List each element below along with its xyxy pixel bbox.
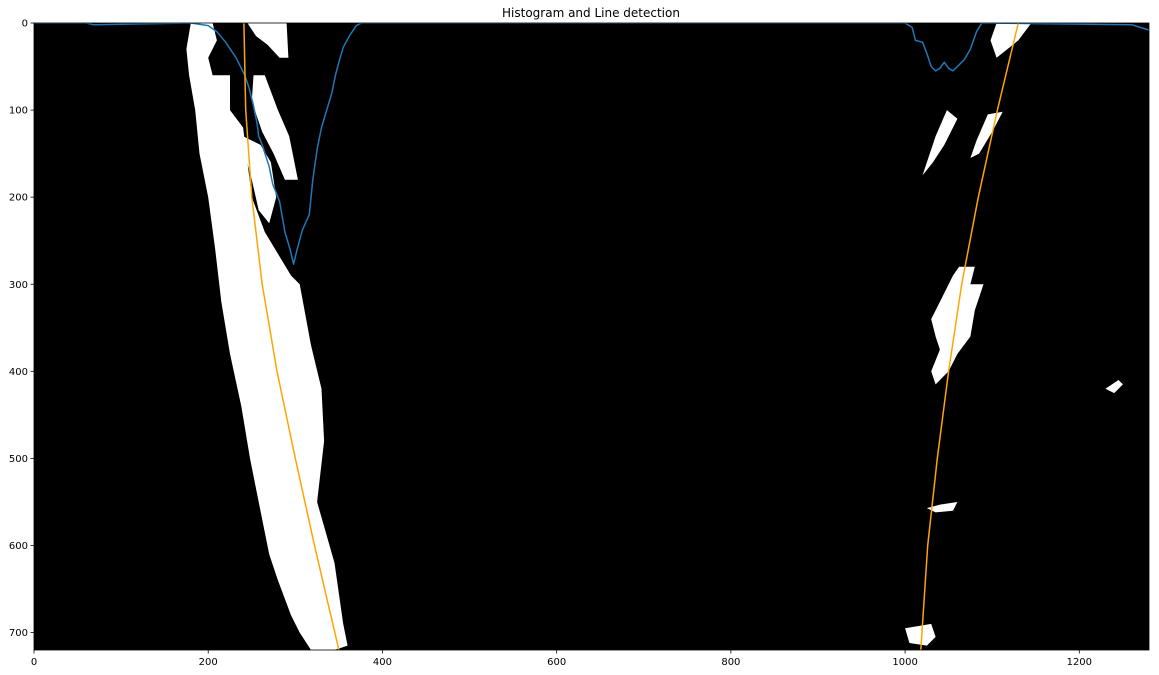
y-tick-label: 300 bbox=[9, 280, 28, 291]
series-line-left-lane-fit bbox=[243, 23, 340, 650]
x-axis: 0 200 400 600 800 1000 1200 bbox=[31, 650, 1092, 668]
series-line-histogram bbox=[34, 23, 1149, 265]
lane-pixel-blob-5 bbox=[922, 110, 958, 176]
lane-pixel-blob-1 bbox=[247, 23, 289, 58]
axes-frame bbox=[33, 22, 1150, 651]
x-tick-label: 200 bbox=[199, 657, 218, 668]
x-tick-label: 0 bbox=[31, 657, 37, 668]
lane-pixel-blob-8 bbox=[905, 623, 936, 646]
lane-pixel-blob-0 bbox=[186, 23, 348, 650]
y-tick-label: 600 bbox=[9, 541, 28, 552]
lane-pixel-blob-3 bbox=[243, 136, 277, 224]
lane-pixel-blob-4 bbox=[990, 23, 1032, 58]
y-tick-label: 500 bbox=[9, 454, 28, 465]
y-tick-label: 0 bbox=[22, 19, 28, 30]
x-tick-label: 1000 bbox=[892, 657, 917, 668]
chart-title: Histogram and Line detection bbox=[502, 6, 680, 20]
y-tick-label: 400 bbox=[9, 367, 28, 378]
series-line-right-lane-fit bbox=[920, 23, 1020, 650]
x-tick-label: 800 bbox=[721, 657, 740, 668]
y-tick-label: 100 bbox=[9, 106, 28, 117]
binary-lane-pixels bbox=[186, 23, 1123, 650]
lane-pixel-blob-2 bbox=[251, 75, 298, 180]
lane-pixel-blob-9 bbox=[1105, 380, 1123, 394]
x-tick-label: 1200 bbox=[1067, 657, 1092, 668]
lane-pixel-blob-10 bbox=[926, 502, 958, 513]
y-axis: 0 100 200 300 400 500 600 700 bbox=[9, 19, 34, 639]
series-lines bbox=[34, 23, 1149, 650]
x-tick-label: 400 bbox=[373, 657, 392, 668]
lane-pixel-blob-7 bbox=[931, 266, 984, 385]
y-tick-label: 700 bbox=[9, 628, 28, 639]
x-tick-label: 600 bbox=[547, 657, 566, 668]
y-tick-label: 200 bbox=[9, 193, 28, 204]
